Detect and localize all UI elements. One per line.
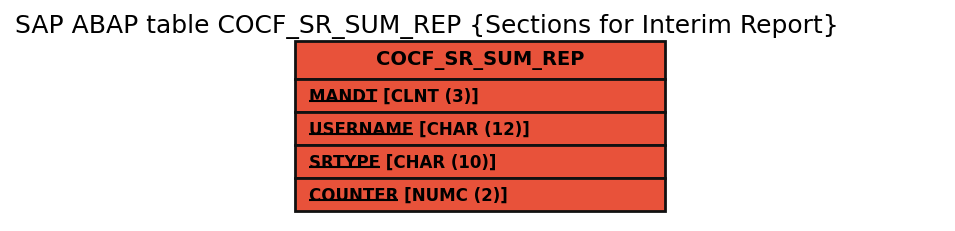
Text: COUNTER [NUMC (2)]: COUNTER [NUMC (2)] [309, 186, 508, 204]
Bar [295, 80, 665, 112]
Bar [295, 42, 665, 80]
Text: USERNAME [CHAR (12)]: USERNAME [CHAR (12)] [309, 120, 530, 138]
Text: SRTYPE [CHAR (10)]: SRTYPE [CHAR (10)] [309, 153, 497, 171]
Text: SAP ABAP table COCF_SR_SUM_REP {Sections for Interim Report}: SAP ABAP table COCF_SR_SUM_REP {Sections… [15, 14, 838, 39]
Bar [295, 112, 665, 145]
Bar [295, 145, 665, 178]
Text: COCF_SR_SUM_REP: COCF_SR_SUM_REP [376, 51, 584, 70]
Bar [295, 178, 665, 211]
Text: MANDT [CLNT (3)]: MANDT [CLNT (3)] [309, 87, 478, 105]
